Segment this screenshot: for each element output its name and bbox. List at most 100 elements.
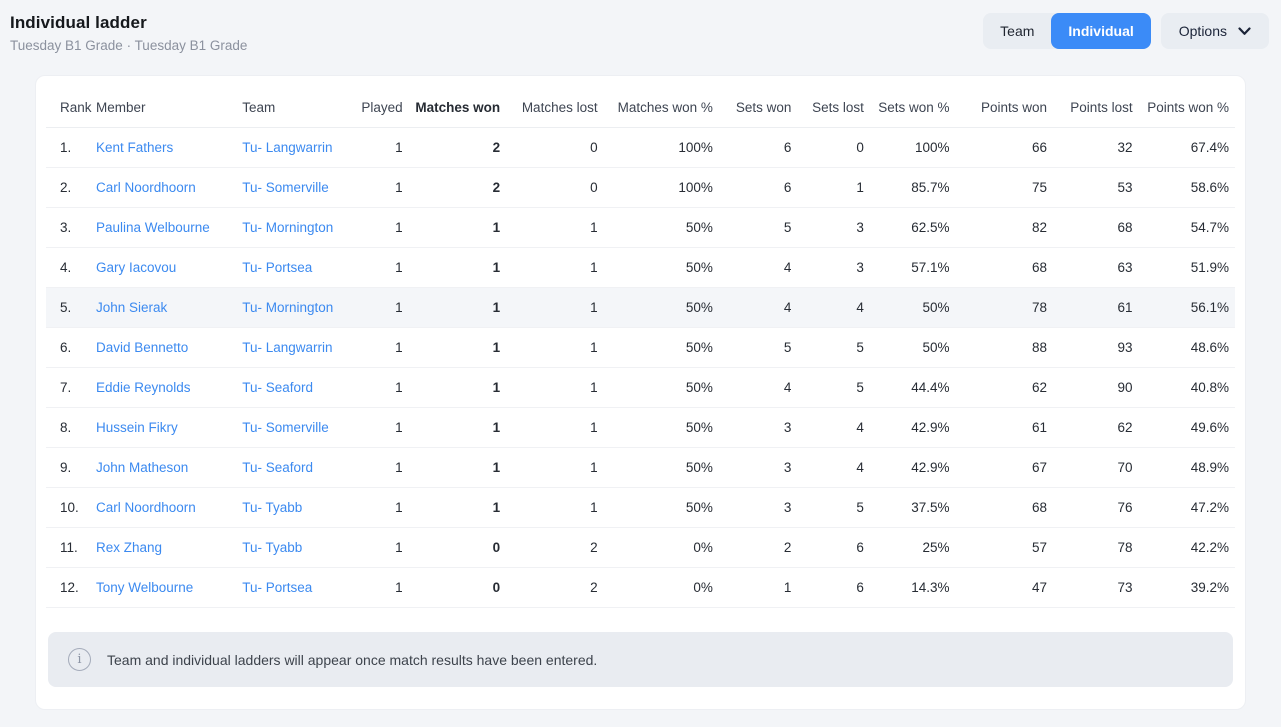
cell-team: Tu- Seaford (236, 447, 351, 488)
member-link[interactable]: John Matheson (95, 460, 189, 475)
cell-sets-won-pct: 50% (869, 287, 956, 328)
team-link[interactable]: Tu- Somerville (242, 420, 329, 435)
cell-points-lost: 70 (1052, 447, 1139, 488)
member-link[interactable]: Hussein Fikry (95, 420, 178, 435)
cell-points-won-pct: 51.9% (1138, 247, 1235, 288)
cell-played: 1 (350, 327, 409, 368)
cell-sets-won: 4 (718, 247, 798, 288)
cell-matches-won-pct: 100% (603, 127, 719, 168)
cell-played: 1 (350, 487, 409, 528)
cell-sets-lost: 5 (797, 487, 870, 528)
cell-rank: 4. (46, 247, 90, 288)
cell-sets-lost: 4 (797, 447, 870, 488)
cell-matches-won: 1 (408, 327, 507, 368)
column-header-points-lost: Points lost (1052, 84, 1139, 128)
member-link[interactable]: Tony Welbourne (95, 580, 194, 595)
cell-sets-won-pct: 85.7% (869, 167, 956, 208)
cell-rank: 7. (46, 367, 90, 408)
cell-points-won-pct: 47.2% (1138, 487, 1235, 528)
cell-points-won: 67 (955, 447, 1053, 488)
cell-rank: 1. (46, 127, 90, 168)
cell-points-won-pct: 40.8% (1138, 367, 1235, 408)
cell-points-won-pct: 67.4% (1138, 127, 1235, 168)
individual-tab-button[interactable]: Individual (1051, 13, 1151, 49)
table-row: 12. Tony Welbourne Tu- Portsea 1 0 2 0% 1 6 14.3%… (46, 567, 1235, 608)
page-header: Individual ladder Tuesday B1 Grade · Tue… (0, 0, 1281, 53)
cell-points-won-pct: 49.6% (1138, 407, 1235, 448)
team-link[interactable]: Tu- Tyabb (242, 540, 303, 555)
header-controls: Team Individual Options (983, 13, 1269, 49)
member-link[interactable]: Paulina Welbourne (95, 220, 210, 235)
member-link[interactable]: John Sierak (95, 300, 168, 315)
column-header-member: Member (89, 84, 237, 128)
cell-matches-won: 1 (408, 207, 507, 248)
cell-member: Carl Noordhoorn (89, 167, 237, 208)
team-link[interactable]: Tu- Langwarrin (242, 340, 333, 355)
cell-matches-won: 1 (408, 247, 507, 288)
cell-played: 1 (350, 207, 409, 248)
team-link[interactable]: Tu- Seaford (242, 460, 314, 475)
cell-sets-lost: 6 (797, 567, 870, 608)
cell-points-lost: 78 (1052, 527, 1139, 568)
cell-sets-won: 3 (718, 407, 798, 448)
cell-points-lost: 63 (1052, 247, 1139, 288)
table-row: 6. David Bennetto Tu- Langwarrin 1 1 1 50% 5 5 50… (46, 327, 1235, 368)
cell-matches-lost: 2 (506, 527, 604, 568)
cell-matches-lost: 1 (506, 447, 604, 488)
cell-played: 1 (350, 127, 409, 168)
cell-points-lost: 90 (1052, 367, 1139, 408)
ladder-card: Rank Member Team Played Matches won Matc… (35, 75, 1246, 710)
member-link[interactable]: Carl Noordhoorn (95, 500, 196, 515)
cell-played: 1 (350, 527, 409, 568)
cell-points-won-pct: 48.6% (1138, 327, 1235, 368)
member-link[interactable]: Kent Fathers (95, 140, 174, 155)
cell-rank: 12. (46, 567, 90, 608)
member-link[interactable]: Carl Noordhoorn (95, 180, 196, 195)
ladder-type-toggle: Team Individual (983, 13, 1151, 49)
column-header-points-won: Points won (955, 84, 1053, 128)
team-link[interactable]: Tu- Mornington (242, 220, 334, 235)
cell-played: 1 (350, 247, 409, 288)
cell-points-won: 66 (955, 127, 1053, 168)
team-link[interactable]: Tu- Somerville (242, 180, 329, 195)
cell-points-won: 61 (955, 407, 1053, 448)
member-link[interactable]: David Bennetto (95, 340, 189, 355)
column-header-team: Team (236, 84, 351, 128)
team-link[interactable]: Tu- Seaford (242, 380, 314, 395)
cell-team: Tu- Mornington (236, 207, 351, 248)
team-tab-button[interactable]: Team (983, 13, 1051, 49)
cell-sets-won: 6 (718, 167, 798, 208)
cell-sets-won-pct: 25% (869, 527, 956, 568)
team-link[interactable]: Tu- Tyabb (242, 500, 303, 515)
team-link[interactable]: Tu- Langwarrin (242, 140, 333, 155)
cell-points-won-pct: 54.7% (1138, 207, 1235, 248)
cell-played: 1 (350, 447, 409, 488)
cell-member: Rex Zhang (89, 527, 237, 568)
ladder-table-header: Rank Member Team Played Matches won Matc… (46, 84, 1235, 128)
column-header-matches-won-pct: Matches won % (603, 84, 719, 128)
cell-sets-won: 5 (718, 207, 798, 248)
member-link[interactable]: Rex Zhang (95, 540, 163, 555)
table-row: 1. Kent Fathers Tu- Langwarrin 1 2 0 100% 6 0 100… (46, 127, 1235, 168)
cell-points-won: 62 (955, 367, 1053, 408)
team-link[interactable]: Tu- Portsea (242, 260, 313, 275)
table-row: 3. Paulina Welbourne Tu- Mornington 1 1 1 50% 5… (46, 207, 1235, 248)
cell-matches-lost: 1 (506, 287, 604, 328)
member-link[interactable]: Eddie Reynolds (95, 380, 191, 395)
cell-matches-lost: 1 (506, 247, 604, 288)
cell-points-won-pct: 39.2% (1138, 567, 1235, 608)
team-link[interactable]: Tu- Mornington (242, 300, 334, 315)
info-banner-text: Team and individual ladders will appear … (107, 651, 598, 668)
column-header-sets-won-pct: Sets won % (869, 84, 956, 128)
team-link[interactable]: Tu- Portsea (242, 580, 313, 595)
cell-sets-won-pct: 62.5% (869, 207, 956, 248)
chevron-down-icon (1238, 26, 1251, 36)
cell-matches-lost: 1 (506, 327, 604, 368)
cell-sets-lost: 3 (797, 207, 870, 248)
cell-sets-won: 5 (718, 327, 798, 368)
cell-member: Tony Welbourne (89, 567, 237, 608)
cell-member: David Bennetto (89, 327, 237, 368)
cell-team: Tu- Somerville (236, 407, 351, 448)
options-button[interactable]: Options (1160, 13, 1269, 49)
member-link[interactable]: Gary Iacovou (95, 260, 177, 275)
